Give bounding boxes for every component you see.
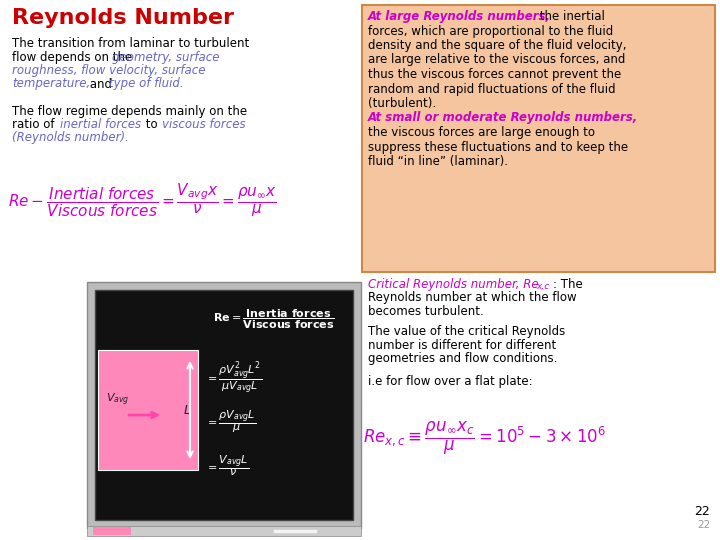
Text: $\mathit{Re} - \dfrac{\mathit{Inertial\ forces}}{\mathit{Viscous\ forces}} = \df: $\mathit{Re} - \dfrac{\mathit{Inertial\ … [8, 181, 277, 219]
Text: $V_{avg}$: $V_{avg}$ [106, 392, 130, 408]
Text: The flow regime depends mainly on the: The flow regime depends mainly on the [12, 105, 247, 118]
Text: roughness, flow velocity, surface: roughness, flow velocity, surface [12, 64, 205, 77]
Text: $\mathbf{Re} = \dfrac{\mathbf{Inertia\ forces}}{\mathbf{Viscous\ forces}}$: $\mathbf{Re} = \dfrac{\mathbf{Inertia\ f… [213, 308, 335, 332]
Text: $= \dfrac{V_{avg} L}{\nu}$: $= \dfrac{V_{avg} L}{\nu}$ [205, 453, 249, 478]
Text: geometry, surface: geometry, surface [112, 51, 220, 64]
Text: and: and [86, 78, 116, 91]
Text: At small or moderate Reynolds numbers,: At small or moderate Reynolds numbers, [368, 111, 638, 125]
Text: 22: 22 [694, 505, 710, 518]
Text: ratio of: ratio of [12, 118, 58, 131]
Text: the viscous forces are large enough to: the viscous forces are large enough to [368, 126, 595, 139]
Text: viscous forces: viscous forces [162, 118, 246, 131]
Text: $= \dfrac{\rho V_{avg}^2 L^2}{\mu V_{avg} L}$: $= \dfrac{\rho V_{avg}^2 L^2}{\mu V_{avg… [205, 360, 262, 397]
Text: temperature,: temperature, [12, 78, 90, 91]
FancyBboxPatch shape [98, 350, 198, 470]
Text: 22: 22 [697, 520, 710, 530]
Text: suppress these fluctuations and to keep the: suppress these fluctuations and to keep … [368, 140, 628, 153]
Text: $L$: $L$ [183, 403, 192, 416]
Text: random and rapid fluctuations of the fluid: random and rapid fluctuations of the flu… [368, 83, 616, 96]
Text: (Reynolds number).: (Reynolds number). [12, 132, 129, 145]
Text: to: to [142, 118, 161, 131]
Text: $= \dfrac{\rho V_{avg} L}{\mu}$: $= \dfrac{\rho V_{avg} L}{\mu}$ [205, 408, 256, 435]
Text: inertial forces: inertial forces [60, 118, 141, 131]
Text: : The: : The [553, 278, 582, 291]
Text: density and the square of the fluid velocity,: density and the square of the fluid velo… [368, 39, 626, 52]
Text: the inertial: the inertial [536, 10, 605, 23]
Text: $Re_{x,c} \equiv \dfrac{\rho u_{\infty} x_c}{\mu} = 10^5 - 3\times10^6$: $Re_{x,c} \equiv \dfrac{\rho u_{\infty} … [363, 420, 606, 457]
Text: becomes turbulent.: becomes turbulent. [368, 305, 484, 318]
Text: The value of the critical Reynolds: The value of the critical Reynolds [368, 325, 565, 338]
Text: thus the viscous forces cannot prevent the: thus the viscous forces cannot prevent t… [368, 68, 621, 81]
Text: fluid “in line” (laminar).: fluid “in line” (laminar). [368, 155, 508, 168]
Text: flow depends on the: flow depends on the [12, 51, 136, 64]
Text: forces, which are proportional to the fluid: forces, which are proportional to the fl… [368, 24, 613, 37]
Text: are large relative to the viscous forces, and: are large relative to the viscous forces… [368, 53, 626, 66]
Text: The transition from laminar to turbulent: The transition from laminar to turbulent [12, 37, 249, 50]
FancyBboxPatch shape [362, 5, 715, 272]
FancyBboxPatch shape [93, 527, 131, 535]
Text: Reynolds number at which the flow: Reynolds number at which the flow [368, 292, 577, 305]
Text: Reynolds Number: Reynolds Number [12, 8, 234, 28]
Text: x,c: x,c [536, 282, 549, 291]
Text: i.e for flow over a flat plate:: i.e for flow over a flat plate: [368, 375, 533, 388]
FancyBboxPatch shape [87, 526, 361, 536]
Text: type of fluid.: type of fluid. [109, 78, 184, 91]
Text: (turbulent).: (turbulent). [368, 97, 436, 110]
Text: geometries and flow conditions.: geometries and flow conditions. [368, 352, 557, 365]
FancyBboxPatch shape [95, 290, 353, 520]
Text: number is different for different: number is different for different [368, 339, 557, 352]
Text: At large Reynolds numbers,: At large Reynolds numbers, [368, 10, 551, 23]
FancyBboxPatch shape [87, 282, 361, 528]
Text: Critical Reynolds number, Re: Critical Reynolds number, Re [368, 278, 539, 291]
